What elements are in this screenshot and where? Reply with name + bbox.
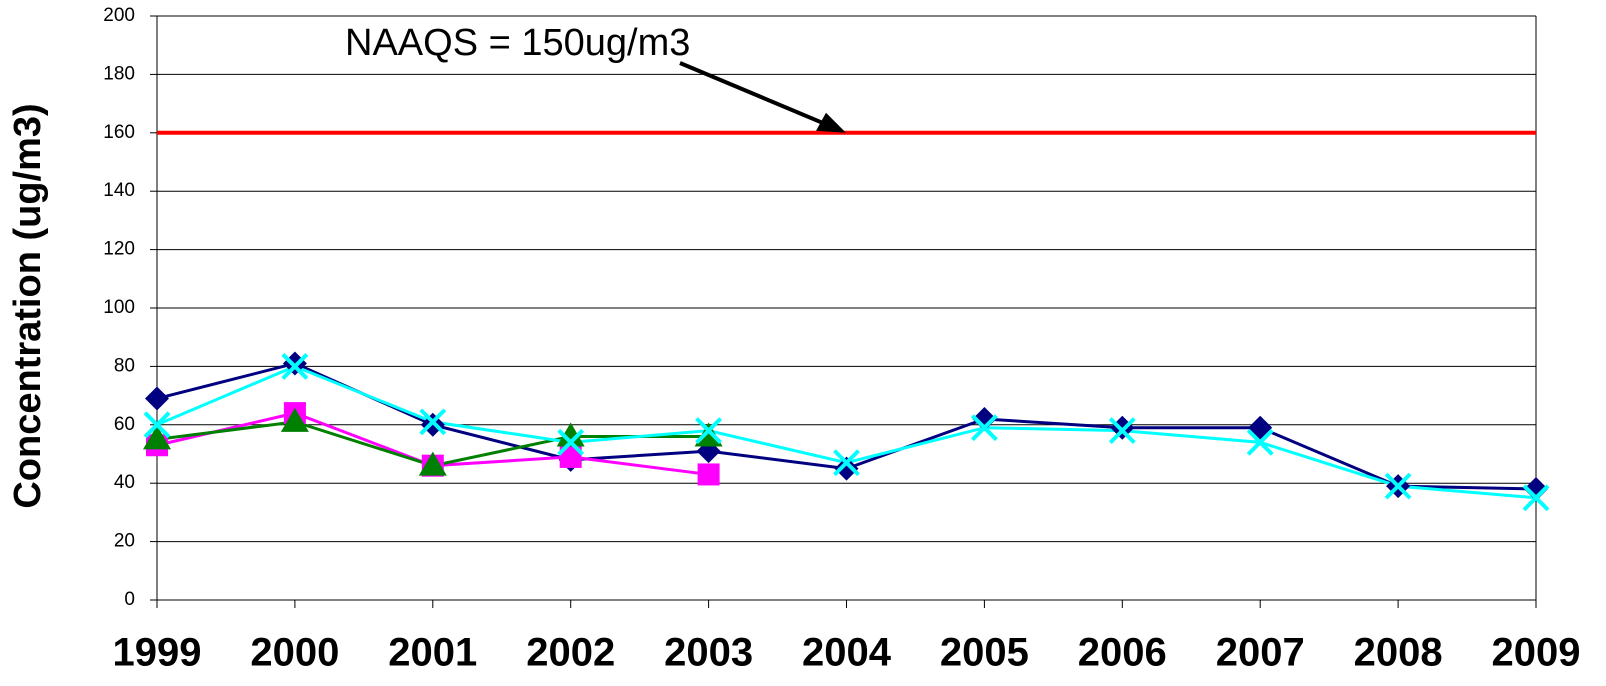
x-tick-label: 2007 <box>1216 631 1305 675</box>
marker <box>145 386 169 411</box>
marker <box>419 408 447 436</box>
marker <box>143 425 171 450</box>
marker <box>1524 477 1548 502</box>
y-tick-label: 200 <box>103 5 135 26</box>
x-tick-label: 2003 <box>664 631 753 675</box>
x-tick-label: 2001 <box>388 631 477 675</box>
x-tick-label: 2004 <box>802 631 892 675</box>
marker <box>556 422 585 447</box>
marker <box>972 406 997 431</box>
marker <box>1110 415 1135 440</box>
marker <box>697 463 720 486</box>
marker <box>1108 417 1136 445</box>
x-tick-label: 2009 <box>1492 631 1581 675</box>
arrow-head <box>816 112 846 133</box>
marker <box>1384 472 1412 500</box>
marker <box>694 422 723 447</box>
annotation-arrow <box>679 61 833 129</box>
x-tick-label: 2000 <box>250 631 339 675</box>
y-tick-label: 180 <box>103 63 135 84</box>
y-tick-label: 100 <box>103 297 135 318</box>
x-tick-label: 2006 <box>1078 631 1167 675</box>
marker <box>143 411 171 439</box>
x-tick-label: 2008 <box>1354 631 1443 675</box>
annotation: NAAQS = 150ug/m3 <box>345 22 690 64</box>
marker <box>559 445 582 468</box>
marker <box>418 451 447 476</box>
marker <box>281 352 309 380</box>
marker <box>420 412 445 437</box>
y-tick-label: 160 <box>103 122 135 143</box>
y-tick-label: 20 <box>114 531 135 552</box>
marker <box>282 351 307 376</box>
marker <box>695 417 723 445</box>
y-axis-label: Concentration (ug/m3) <box>7 103 49 508</box>
marker <box>833 449 860 477</box>
marker <box>970 414 998 442</box>
marker <box>280 407 309 432</box>
marker <box>557 428 585 456</box>
y-tick-label: 120 <box>103 239 135 260</box>
marker <box>834 456 859 481</box>
y-tick-label: 60 <box>114 414 135 435</box>
y-tick-label: 80 <box>114 355 135 376</box>
x-tick-label: 1999 <box>113 631 202 675</box>
y-tick-label: 140 <box>103 180 135 201</box>
y-tick-label: 40 <box>114 472 135 493</box>
y-tick-label: 0 <box>124 589 135 610</box>
x-tick-label: 2002 <box>526 631 615 675</box>
x-tick-label: 2005 <box>940 631 1029 675</box>
marker <box>1246 428 1274 456</box>
marker <box>1522 484 1550 512</box>
